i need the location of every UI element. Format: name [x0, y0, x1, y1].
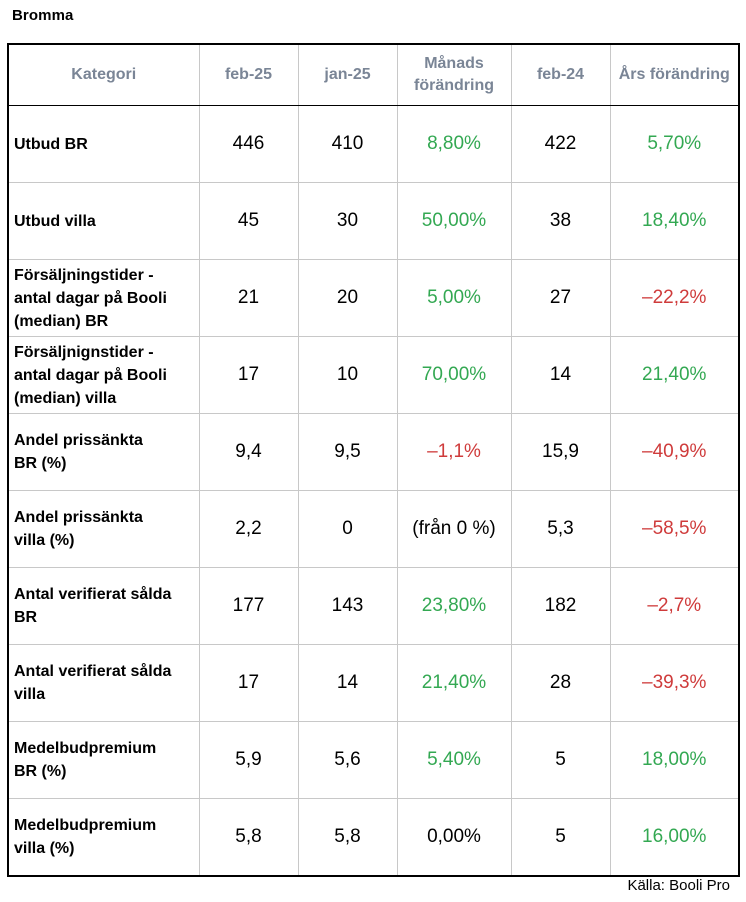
cell-feb-24: 422: [510, 105, 611, 183]
cell-feb-24: 5: [510, 798, 611, 877]
cell-feb-25: 17: [198, 644, 299, 722]
cell-monthly-change: 5,00%: [396, 259, 512, 337]
cell-feb-25: 17: [198, 336, 299, 414]
cell-feb-25: 5,9: [198, 721, 299, 799]
header-kategori: Kategori: [7, 43, 200, 106]
table-row: Andel prissänkta BR (%) 9,4 9,5 –1,1% 15…: [7, 413, 740, 491]
cell-yearly-change: 18,40%: [609, 182, 740, 260]
cell-jan-25: 410: [297, 105, 398, 183]
header-yearly-change: Års förändring: [609, 43, 740, 106]
row-label: Försäljningstider - antal dagar på Booli…: [7, 259, 200, 337]
cell-feb-25: 9,4: [198, 413, 299, 491]
cell-feb-24: 182: [510, 567, 611, 645]
cell-jan-25: 9,5: [297, 413, 398, 491]
cell-feb-24: 5: [510, 721, 611, 799]
cell-feb-24: 14: [510, 336, 611, 414]
cell-feb-24: 5,3: [510, 490, 611, 568]
cell-monthly-change: 8,80%: [396, 105, 512, 183]
cell-monthly-change: 70,00%: [396, 336, 512, 414]
statistics-table: Kategori feb-25 jan-25 Månads förändring…: [7, 43, 740, 877]
cell-feb-25: 446: [198, 105, 299, 183]
row-label: Medelbudpremium villa (%): [7, 798, 200, 877]
cell-yearly-change: 21,40%: [609, 336, 740, 414]
table-row: Medelbudpremium villa (%) 5,8 5,8 0,00% …: [7, 798, 740, 877]
row-label: Andel prissänkta BR (%): [7, 413, 200, 491]
cell-jan-25: 10: [297, 336, 398, 414]
page-title: Bromma: [12, 7, 74, 24]
cell-yearly-change: –39,3%: [609, 644, 740, 722]
row-label: Utbud villa: [7, 182, 200, 260]
cell-feb-24: 15,9: [510, 413, 611, 491]
cell-jan-25: 0: [297, 490, 398, 568]
cell-monthly-change: –1,1%: [396, 413, 512, 491]
table-row: Medelbudpremium BR (%) 5,9 5,6 5,40% 5 1…: [7, 721, 740, 799]
cell-yearly-change: 16,00%: [609, 798, 740, 877]
row-label: Andel prissänkta villa (%): [7, 490, 200, 568]
cell-feb-24: 27: [510, 259, 611, 337]
cell-jan-25: 14: [297, 644, 398, 722]
row-label: Antal verifierat sålda BR: [7, 567, 200, 645]
table-row: Försäljningstider - antal dagar på Booli…: [7, 259, 740, 337]
cell-yearly-change: –22,2%: [609, 259, 740, 337]
header-feb-25: feb-25: [198, 43, 299, 106]
cell-monthly-change: 0,00%: [396, 798, 512, 877]
row-label: Försäljnignstider - antal dagar på Booli…: [7, 336, 200, 414]
cell-monthly-change: (från 0 %): [396, 490, 512, 568]
cell-jan-25: 143: [297, 567, 398, 645]
cell-yearly-change: 18,00%: [609, 721, 740, 799]
header-feb-24: feb-24: [510, 43, 611, 106]
header-monthly-change: Månads förändring: [396, 43, 512, 106]
table-row: Andel prissänkta villa (%) 2,2 0 (från 0…: [7, 490, 740, 568]
table-row: Antal verifierat sålda BR 177 143 23,80%…: [7, 567, 740, 645]
cell-monthly-change: 21,40%: [396, 644, 512, 722]
row-label: Antal verifierat sålda villa: [7, 644, 200, 722]
row-label: Utbud BR: [7, 105, 200, 183]
table-row: Försäljnignstider - antal dagar på Booli…: [7, 336, 740, 414]
cell-feb-25: 5,8: [198, 798, 299, 877]
cell-feb-25: 2,2: [198, 490, 299, 568]
cell-feb-25: 177: [198, 567, 299, 645]
cell-feb-24: 28: [510, 644, 611, 722]
cell-jan-25: 20: [297, 259, 398, 337]
cell-monthly-change: 5,40%: [396, 721, 512, 799]
cell-feb-25: 21: [198, 259, 299, 337]
cell-feb-25: 45: [198, 182, 299, 260]
table-row: Utbud villa 45 30 50,00% 38 18,40%: [7, 182, 740, 260]
table-header-row: Kategori feb-25 jan-25 Månads förändring…: [7, 43, 740, 106]
cell-jan-25: 5,8: [297, 798, 398, 877]
table-row: Utbud BR 446 410 8,80% 422 5,70%: [7, 105, 740, 183]
cell-yearly-change: –58,5%: [609, 490, 740, 568]
cell-jan-25: 5,6: [297, 721, 398, 799]
cell-monthly-change: 50,00%: [396, 182, 512, 260]
cell-feb-24: 38: [510, 182, 611, 260]
cell-jan-25: 30: [297, 182, 398, 260]
cell-yearly-change: –2,7%: [609, 567, 740, 645]
source-note: Källa: Booli Pro: [627, 877, 730, 894]
table-row: Antal verifierat sålda villa 17 14 21,40…: [7, 644, 740, 722]
cell-monthly-change: 23,80%: [396, 567, 512, 645]
cell-yearly-change: –40,9%: [609, 413, 740, 491]
header-jan-25: jan-25: [297, 43, 398, 106]
row-label: Medelbudpremium BR (%): [7, 721, 200, 799]
cell-yearly-change: 5,70%: [609, 105, 740, 183]
